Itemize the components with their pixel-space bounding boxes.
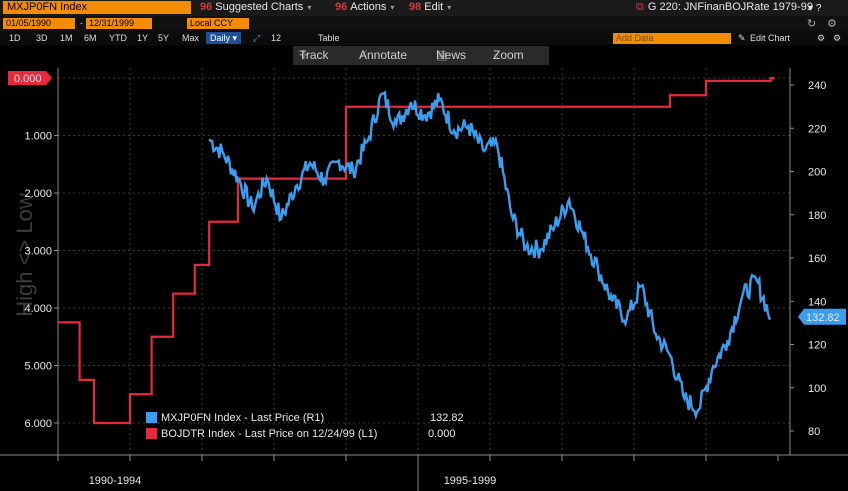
top-toolbar <box>0 0 848 16</box>
right-tick-label: 200 <box>808 167 826 179</box>
settings-icon[interactable]: ⚙ <box>833 33 842 43</box>
table-button[interactable]: Table <box>318 33 340 43</box>
left-tick-label: 5.000 <box>24 361 52 373</box>
settings-small-icon[interactable]: ⚙ <box>827 18 837 30</box>
x-axis: 1990-1994 1995-1999 <box>57 455 779 491</box>
gear-icon[interactable]: ⚙ <box>817 33 826 43</box>
actions-icon: 96 <box>335 1 348 13</box>
range-ytd[interactable]: YTD <box>109 33 127 43</box>
dropdown-icon: ▾ <box>447 3 452 12</box>
actions-label: Actions <box>350 1 387 13</box>
legend-label: MXJP0FN Index - Last Price (R1) <box>161 412 324 424</box>
pin-icon: ⧉ <box>636 1 644 13</box>
range-6m[interactable]: 6M <box>84 33 97 43</box>
track-label: Track <box>299 48 329 62</box>
currency-field[interactable]: Local CCY <box>187 18 249 29</box>
news-label: News <box>436 48 467 62</box>
frequency-select[interactable]: Daily ▾ <box>206 32 242 44</box>
annotate-label: Annotate <box>359 48 408 62</box>
range-1m[interactable]: 1M <box>60 33 73 43</box>
series-line-bojdtr <box>58 76 775 425</box>
chart-icon: 96 <box>200 1 213 13</box>
start-date-field[interactable]: 01/05/1990 <box>3 18 75 29</box>
right-current-label-bg <box>798 308 846 325</box>
range-max[interactable]: Max <box>182 33 200 43</box>
chart-tools-bar: ✛ Track ⟋ Annotate ▤ News ⌕ Zoom <box>293 46 549 65</box>
right-tick-label: 80 <box>808 426 820 438</box>
edit-label: Edit <box>424 1 444 13</box>
left-axis: 1.000 2.000 3.000 4.000 5.000 6.000 <box>24 131 58 430</box>
interval-field[interactable]: 12 <box>271 33 282 43</box>
pencil-icon[interactable]: ✎ <box>738 33 746 43</box>
actions-menu[interactable]: 96 Actions ▾ <box>335 1 394 14</box>
right-current-label: 132.82 <box>806 312 840 324</box>
x-label-1995-1999: 1995-1999 <box>444 475 497 487</box>
right-tick-label: 140 <box>808 296 826 308</box>
left-tick-label: 3.000 <box>24 246 52 258</box>
value-labels: 0.000 132.82 <box>8 71 846 325</box>
legend-label: BOJDTR Index - Last Price on 12/24/99 (L… <box>161 428 377 440</box>
help-icon[interactable]: ? <box>815 3 822 14</box>
minimize-icon[interactable]: ▾ <box>808 3 814 14</box>
legend: MXJP0FN Index - Last Price (R1) 132.82 BOJ… <box>146 412 464 440</box>
chart-title: ⧉ G 220: JNFinanBOJRate 1979-99 <box>636 1 813 14</box>
ticker-field[interactable]: MXJP0FN Index <box>3 1 191 14</box>
range-1y[interactable]: 1Y <box>137 33 149 43</box>
right-tick-label: 160 <box>808 253 826 265</box>
date-separator: - <box>80 18 83 28</box>
dropdown-icon: ▾ <box>390 3 395 12</box>
left-tick-label: 6.000 <box>24 418 52 430</box>
right-axis: 240 220 200 180 160 140 120 100 80 <box>790 80 826 438</box>
suggested-charts-label: Suggested Charts <box>215 1 304 13</box>
dropdown-icon: ▾ <box>307 3 312 12</box>
left-tick-label: 1.000 <box>24 131 52 143</box>
chart-grid <box>0 68 848 456</box>
range-3d[interactable]: 3D <box>36 33 48 43</box>
range-1d[interactable]: 1D <box>9 33 21 43</box>
edit-chart-label: Edit Chart <box>750 33 791 43</box>
suggested-charts-menu[interactable]: 96 Suggested Charts ▾ <box>200 1 311 14</box>
end-date-field[interactable]: 12/31/1999 <box>86 18 152 29</box>
x-label-1990-1994: 1990-1994 <box>89 475 142 487</box>
left-current-label: 0.000 <box>14 73 42 85</box>
chart-type-icon[interactable]: ⤢ <box>253 33 261 43</box>
track-icon: ✛ <box>299 48 310 62</box>
zoom-label: Zoom <box>493 48 524 62</box>
left-tick-label: 2.000 <box>24 188 52 200</box>
series-line-mxjp0fn <box>208 90 771 421</box>
legend-value: 0.000 <box>428 428 456 440</box>
legend-value: 132.82 <box>430 412 464 424</box>
left-tick-label: 4.000 <box>24 303 52 315</box>
news-icon: ▤ <box>436 48 448 62</box>
legend-swatch <box>146 428 157 439</box>
right-tick-label: 180 <box>808 210 826 222</box>
right-tick-label: 100 <box>808 383 826 395</box>
range-5y[interactable]: 5Y <box>158 33 170 43</box>
left-current-label-bg <box>8 71 52 85</box>
right-tick-label: 220 <box>808 123 826 135</box>
window-controls: ▾ ? <box>808 2 821 15</box>
chart-title-text: G 220: JNFinanBOJRate 1979-99 <box>647 1 813 13</box>
legend-swatch <box>146 412 157 423</box>
refresh-icon[interactable]: ↻ <box>807 18 817 30</box>
edit-icon: 98 <box>409 1 422 13</box>
annotate-icon: ⟋ <box>359 48 368 62</box>
edit-menu[interactable]: 98 Edit ▾ <box>409 1 451 14</box>
right-tick-label: 240 <box>808 80 826 92</box>
right-tick-label: 120 <box>808 340 826 352</box>
frequency-label: Daily <box>210 33 231 43</box>
watermark: High <> Low <box>12 193 37 317</box>
add-data-field[interactable]: Add Data <box>613 33 731 44</box>
edit-chart-button[interactable]: Edit Chart <box>750 33 790 44</box>
zoom-icon: ⌕ <box>493 48 500 62</box>
